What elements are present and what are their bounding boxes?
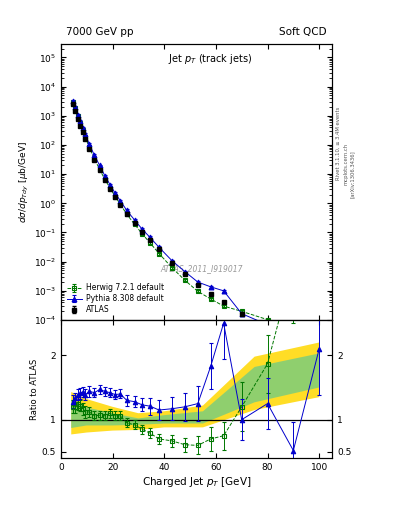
Text: ATLAS_2011_I919017: ATLAS_2011_I919017 [161, 264, 243, 273]
Text: 7000 GeV pp: 7000 GeV pp [66, 27, 134, 37]
Legend: Herwig 7.2.1 default, Pythia 8.308 default, ATLAS: Herwig 7.2.1 default, Pythia 8.308 defau… [64, 280, 167, 317]
Text: Rivet 3.1.10, ≥ 3.4M events: Rivet 3.1.10, ≥ 3.4M events [336, 106, 341, 180]
Text: mcplots.cern.ch: mcplots.cern.ch [343, 143, 348, 185]
Text: [arXiv:1306.3436]: [arXiv:1306.3436] [350, 150, 355, 198]
Y-axis label: $d\sigma/dp_{Tdy}$ [$\mu$b/GeV]: $d\sigma/dp_{Tdy}$ [$\mu$b/GeV] [18, 141, 31, 223]
Y-axis label: Ratio to ATLAS: Ratio to ATLAS [30, 358, 39, 420]
Text: Jet $p_T$ (track jets): Jet $p_T$ (track jets) [168, 52, 252, 66]
Polygon shape [71, 343, 319, 435]
Polygon shape [71, 353, 319, 428]
X-axis label: Charged Jet $p_T$ [GeV]: Charged Jet $p_T$ [GeV] [142, 475, 251, 489]
Text: Soft QCD: Soft QCD [279, 27, 327, 37]
